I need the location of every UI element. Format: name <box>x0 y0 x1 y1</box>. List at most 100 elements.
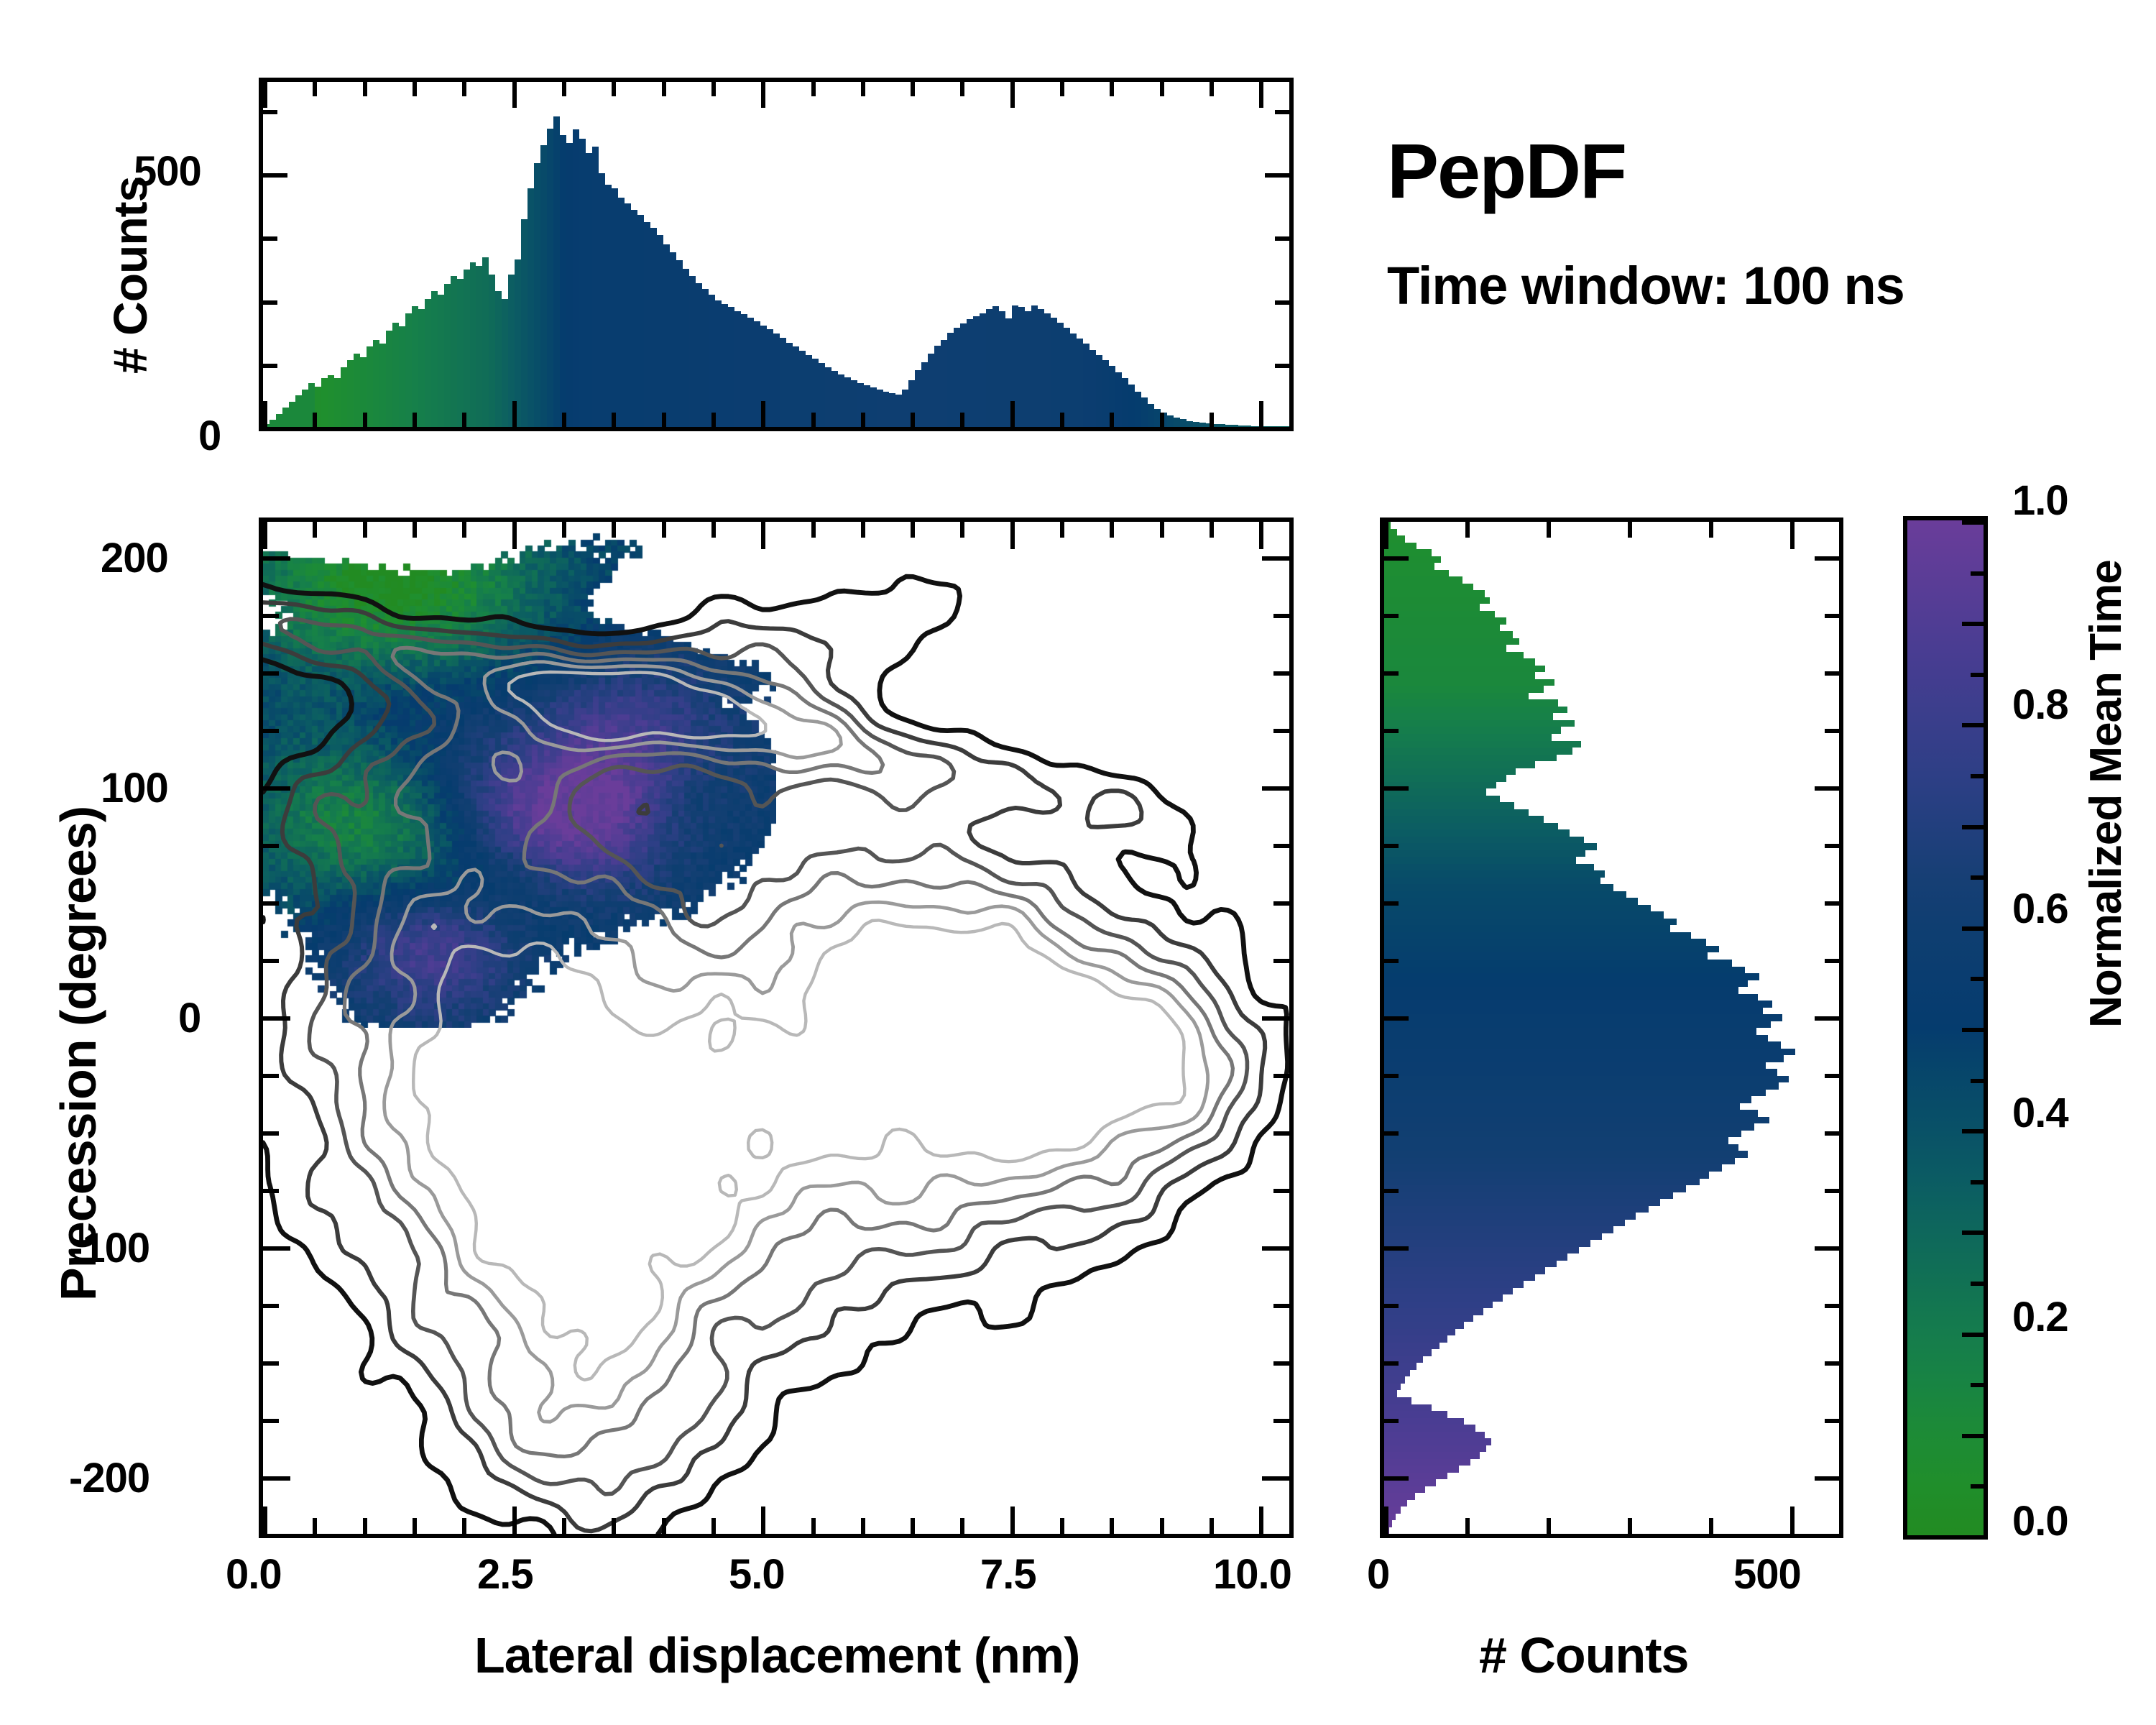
right-histogram-bar <box>1384 1062 1766 1070</box>
top-histogram-bar <box>275 413 282 427</box>
tick-mark <box>313 1518 318 1534</box>
top-histogram-bar <box>430 290 438 427</box>
top-histogram-bar <box>385 330 392 427</box>
tick-mark <box>1465 522 1470 538</box>
heatmap-canvas <box>263 522 1289 1534</box>
right-histogram-bar <box>1384 1499 1407 1507</box>
right-histogram-bar <box>1384 1041 1781 1049</box>
right-histogram-bar <box>1384 1246 1580 1254</box>
tick-mark <box>1962 622 1984 627</box>
tick-mark <box>1971 1078 1984 1083</box>
right-histogram-bar <box>1384 1274 1536 1282</box>
right-histogram-bar <box>1384 1335 1448 1343</box>
tick-mark <box>1010 522 1015 549</box>
top-histogram-bar <box>1018 307 1026 427</box>
top-histogram-bar <box>934 346 941 427</box>
top-histogram-bar <box>1276 426 1284 427</box>
top-histogram-bar <box>663 244 671 427</box>
tick-mark <box>1060 413 1065 427</box>
tick-mark <box>1825 671 1839 676</box>
tick-mark <box>911 522 916 538</box>
right-histogram-bar <box>1384 1438 1492 1445</box>
tick-mark <box>1384 1506 1388 1534</box>
top-histogram-bar <box>740 314 747 427</box>
top-histogram-bar <box>1212 423 1219 427</box>
tick-mark <box>1210 522 1215 538</box>
top-histogram-bar <box>760 325 767 427</box>
right-histogram-bar <box>1384 870 1606 878</box>
main-xlabel: Lateral displacement (nm) <box>474 1627 1080 1683</box>
tick-mark <box>1262 1476 1289 1481</box>
right-histogram-bar <box>1384 925 1670 932</box>
top-histogram-bar <box>1102 359 1109 427</box>
right-histogram-bar <box>1384 542 1417 550</box>
tick-mark <box>263 556 290 561</box>
right-histogram-bar <box>1384 1213 1636 1220</box>
tick-mark <box>263 901 279 906</box>
tick-mark <box>761 82 766 108</box>
tick-mark <box>761 522 766 549</box>
top-histogram-bar <box>992 306 1000 427</box>
tick-mark <box>1259 401 1264 427</box>
top-histogram-bar <box>714 300 722 427</box>
right-histogram-bar <box>1384 1144 1738 1151</box>
top-histogram-bar <box>967 319 974 427</box>
tick-mark <box>1010 82 1015 108</box>
main-ytick-m100: -100 <box>69 1225 150 1271</box>
top-histogram-bar <box>418 309 425 427</box>
contour-line-level-2 <box>277 617 1250 1496</box>
tick-mark <box>1825 1074 1839 1078</box>
tick-mark <box>1384 1189 1399 1193</box>
top-histogram-bar <box>398 326 405 427</box>
main-ytick-m200: -200 <box>69 1455 150 1501</box>
tick-mark <box>960 413 965 427</box>
right-histogram-bar <box>1384 686 1544 693</box>
right-histogram-bar <box>1384 1069 1778 1076</box>
top-histogram-bar <box>727 307 734 427</box>
tick-mark <box>1825 901 1839 906</box>
right-histogram-bar <box>1384 1294 1503 1302</box>
tick-mark <box>1971 1282 1984 1286</box>
top-histogram-bar <box>592 147 599 427</box>
right-histogram-bar <box>1384 569 1450 577</box>
top-histogram-bar <box>1186 420 1193 427</box>
tick-mark <box>1971 672 1984 677</box>
figure-title: PepDF <box>1387 127 1627 214</box>
contour-line-level-4 <box>382 660 1210 1424</box>
tick-mark <box>1210 413 1215 427</box>
right-histogram-bar <box>1384 1055 1784 1062</box>
tick-mark <box>1547 1518 1552 1534</box>
right-histogram-bar <box>1384 1151 1749 1158</box>
right-histogram-bar <box>1384 1178 1700 1186</box>
top-histogram-bar <box>798 351 806 427</box>
tick-mark <box>1962 520 1984 525</box>
tick-mark <box>1259 1506 1264 1534</box>
tick-mark <box>1815 1246 1839 1251</box>
tick-mark <box>263 1476 290 1481</box>
tick-mark <box>1384 671 1399 676</box>
top-histogram-bar <box>1173 418 1180 427</box>
right-histogram-bar <box>1384 795 1500 803</box>
right-histogram-bar <box>1384 816 1544 823</box>
top-histogram-bar <box>753 321 760 427</box>
right-histogram-bar <box>1384 719 1575 727</box>
top-histogram-bar <box>625 203 632 427</box>
right-histogram-bar <box>1384 850 1586 857</box>
right-histogram-bar <box>1384 645 1506 652</box>
top-histogram-bar <box>1083 344 1089 427</box>
tick-mark <box>1790 522 1795 549</box>
top-histogram-bar <box>612 188 619 427</box>
right-histogram-bar <box>1384 576 1462 584</box>
right-histogram-bar <box>1384 1137 1729 1144</box>
tick-mark <box>263 844 279 848</box>
right-histogram-bar <box>1384 973 1760 980</box>
tick-mark <box>1384 1304 1399 1308</box>
tick-mark <box>1384 1361 1399 1366</box>
tick-mark <box>1275 363 1289 368</box>
tick-mark <box>1110 1518 1115 1534</box>
top-histogram-bar <box>747 317 754 427</box>
right-histogram-bar <box>1384 583 1474 591</box>
top-histogram-bar <box>1218 424 1225 427</box>
right-histogram-bar <box>1384 528 1398 536</box>
